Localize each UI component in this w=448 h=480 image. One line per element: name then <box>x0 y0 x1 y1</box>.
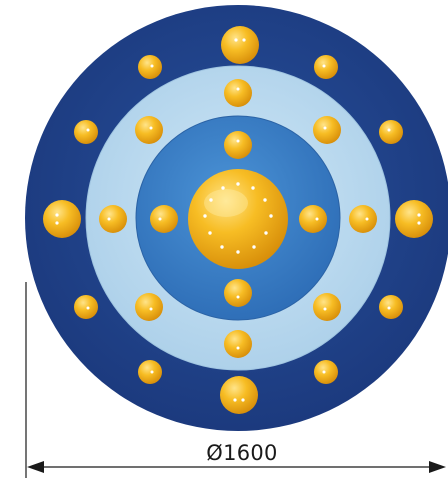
ball <box>379 120 403 144</box>
ball <box>313 293 341 321</box>
dimension-arrow-right <box>429 461 446 473</box>
ball <box>224 330 252 358</box>
ball <box>224 279 252 307</box>
ball <box>313 116 341 144</box>
ball <box>395 200 433 238</box>
ball <box>74 295 98 319</box>
ball <box>299 205 327 233</box>
diameter-label: Ø1600 <box>206 441 278 465</box>
ball <box>379 295 403 319</box>
ball <box>138 55 162 79</box>
ball <box>224 79 252 107</box>
ball <box>74 120 98 144</box>
ball <box>135 293 163 321</box>
ball <box>314 55 338 79</box>
ball <box>135 116 163 144</box>
ball <box>221 26 259 64</box>
dome-holes <box>203 182 273 254</box>
inner-disc-balls <box>150 131 327 307</box>
ball <box>150 205 178 233</box>
middle-ring-balls <box>99 79 377 358</box>
ball <box>99 205 127 233</box>
dimension-line <box>25 282 436 478</box>
center-dome <box>188 169 288 269</box>
ball <box>349 205 377 233</box>
dimension-arrow-left <box>27 461 44 473</box>
ball <box>314 360 338 384</box>
ball <box>43 200 81 238</box>
ball <box>220 376 258 414</box>
outer-ring-balls <box>43 26 433 414</box>
ball <box>224 131 252 159</box>
ball <box>138 360 162 384</box>
